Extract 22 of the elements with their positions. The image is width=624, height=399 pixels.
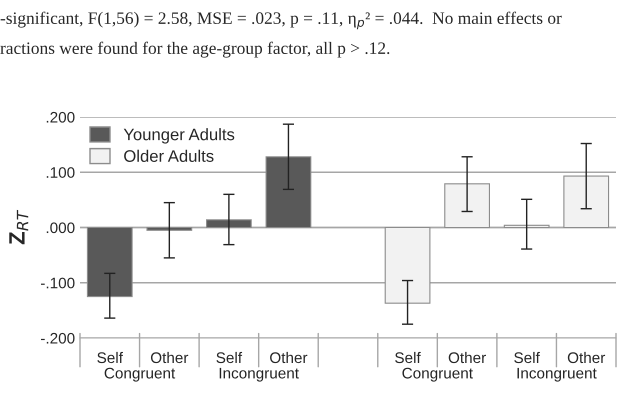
y-tick-label: -.200 bbox=[41, 332, 75, 344]
x-tick-label: Other bbox=[568, 352, 606, 364]
x-tick-label: Other bbox=[150, 352, 188, 364]
y-tick-label: .000 bbox=[46, 222, 75, 234]
text: Congruent bbox=[104, 368, 176, 382]
x-tick-label: Self bbox=[97, 352, 123, 364]
text: Congruent bbox=[402, 368, 473, 382]
x-tick-label: Self bbox=[395, 352, 421, 364]
text: Incongruent bbox=[518, 368, 597, 382]
chart-subtitle: ractions were found for the age-group factor, all p > .12. bbox=[0, 42, 390, 58]
x-tick-label: Self bbox=[216, 352, 242, 364]
y-tick-label: .100 bbox=[46, 167, 75, 178]
y-axis-title: Z$_{RT}$ bbox=[9, 210, 28, 244]
x-tick-label: Self bbox=[514, 352, 540, 364]
x-tick-label: Other bbox=[270, 352, 308, 364]
x-tick-label: Other bbox=[448, 352, 486, 364]
y-tick-label: -.100 bbox=[41, 278, 75, 288]
text: Incongruent bbox=[220, 368, 299, 382]
legend-label: Older Adults bbox=[124, 150, 214, 162]
legend-label: Younger Adults bbox=[124, 128, 234, 144]
chart-title: -significant, F(1,56) = 2.58, MSE = .023, p = .11, η$_{p}$² = .044. No main effects or bbox=[0, 12, 562, 30]
y-tick-label: .200 bbox=[46, 112, 75, 123]
